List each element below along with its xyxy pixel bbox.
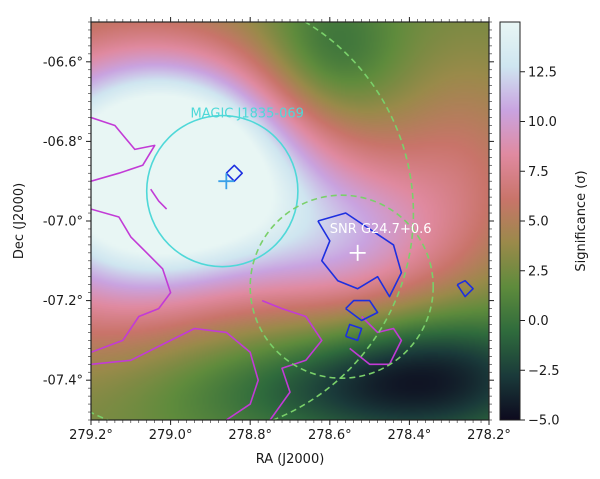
y-axis-label: Dec (J2000): [12, 183, 27, 259]
magenta-contour: [91, 208, 172, 354]
y-tick-label: -06.6°: [43, 55, 83, 70]
y-tick-label: -06.8°: [43, 135, 83, 150]
y-axis-ticks: -06.6° -06.8° -07.0° -07.2° -07.4°: [43, 21, 494, 421]
source-markers: [218, 173, 366, 261]
region-circle: [91, 22, 415, 420]
region-labels: MAGIC J1835-069 SNR G24.7+0.6: [191, 107, 432, 237]
colorbar-fill: [500, 22, 520, 420]
colorbar-tick-label: 0.0: [528, 314, 549, 329]
heatmap-raster: [91, 22, 489, 420]
contour-layer: [91, 116, 474, 420]
x-tick-label: 278.2°: [467, 428, 511, 443]
colorbar-ticks: −5.0 −2.5 0.0 2.5 5.0 7.5 10.0 12.5: [520, 65, 560, 429]
x-tick-label: 278.4°: [388, 428, 432, 443]
magenta-contour: [91, 116, 156, 182]
blue-contour: [344, 323, 363, 342]
x-tick-label: 278.8°: [228, 428, 272, 443]
magic-source-marker: [218, 173, 235, 190]
colorbar-tick-label: 10.0: [528, 115, 557, 130]
colorbar-tick-label: 5.0: [528, 215, 549, 230]
region-circle: [249, 194, 435, 380]
x-axis-ticks: 279.2° 279.0° 278.8° 278.6° 278.4° 278.2°: [69, 17, 511, 443]
blue-contour: [225, 164, 243, 182]
x-axis-label: RA (J2000): [256, 452, 325, 467]
magenta-contour: [150, 188, 168, 210]
x-tick-label: 278.6°: [308, 428, 352, 443]
y-tick-label: -07.0°: [43, 215, 83, 230]
region-circles: [91, 22, 435, 420]
colorbar: −5.0 −2.5 0.0 2.5 5.0 7.5 10.0 12.5 Significanc…: [499, 21, 589, 429]
colorbar-tick-label: 2.5: [528, 264, 549, 279]
magenta-contour: [91, 327, 259, 420]
region-label: SNR G24.7+0.6: [330, 222, 432, 237]
snr-center-marker: [349, 244, 366, 261]
region-circle: [145, 114, 299, 268]
region-label: MAGIC J1835-069: [191, 107, 304, 122]
colorbar-tick-label: 12.5: [528, 65, 557, 80]
magenta-contour: [349, 315, 403, 366]
y-tick-label: -07.2°: [43, 294, 83, 309]
magenta-contour: [261, 299, 323, 420]
colorbar-tick-label: 7.5: [528, 165, 549, 180]
blue-contour: [317, 212, 403, 298]
colorbar-label: Significance (σ): [574, 170, 589, 271]
x-tick-label: 279.0°: [149, 428, 193, 443]
blue-contour: [456, 279, 474, 298]
x-tick-label: 279.2°: [69, 428, 113, 443]
colorbar-tick-label: −2.5: [528, 364, 560, 379]
blue-contour: [345, 299, 379, 322]
y-tick-label: -07.4°: [43, 374, 83, 389]
colorbar-tick-label: −5.0: [528, 414, 560, 429]
